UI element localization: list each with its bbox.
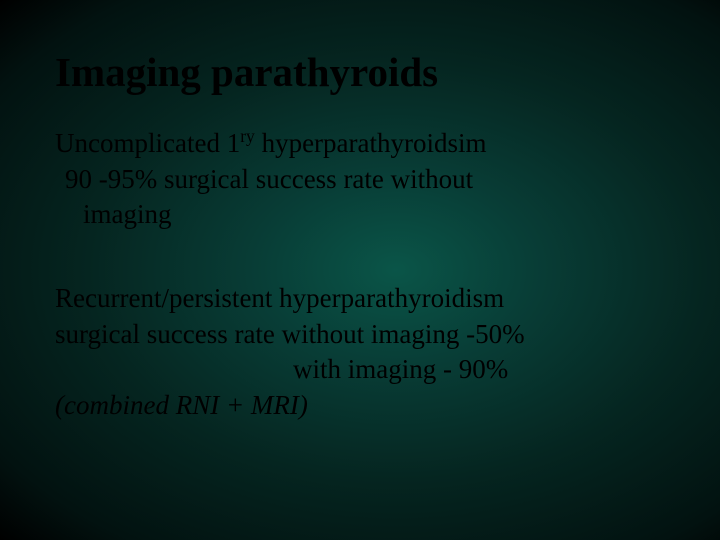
line-1-sup: ry — [240, 126, 255, 146]
slide-body: Uncomplicated 1ry hyperparathyroidsim 90… — [55, 126, 665, 423]
line-6: with imaging - 90% — [55, 352, 665, 388]
slide: Imaging parathyroids Uncomplicated 1ry h… — [0, 0, 720, 463]
line-3: imaging — [55, 197, 665, 233]
line-1-post: hyperparathyroidsim — [255, 128, 487, 158]
line-1-pre: Uncomplicated 1 — [55, 128, 240, 158]
line-5: surgical success rate without imaging -5… — [55, 317, 665, 353]
line-4: Recurrent/persistent hyperparathyroidism — [55, 281, 665, 317]
paragraph-2: Recurrent/persistent hyperparathyroidism… — [55, 281, 665, 424]
line-7: (combined RNI + MRI) — [55, 388, 665, 424]
line-1: Uncomplicated 1ry hyperparathyroidsim — [55, 126, 665, 162]
line-2: 90 -95% surgical success rate without — [55, 162, 665, 198]
paragraph-1: Uncomplicated 1ry hyperparathyroidsim 90… — [55, 126, 665, 233]
slide-title: Imaging parathyroids — [55, 48, 665, 96]
